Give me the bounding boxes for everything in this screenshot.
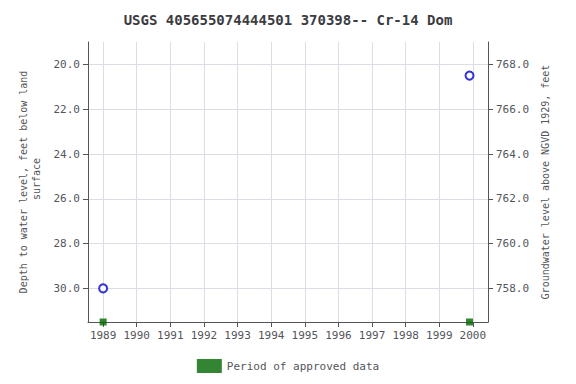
svg-text:760.0: 760.0 xyxy=(496,237,529,250)
svg-text:1989: 1989 xyxy=(90,329,117,342)
svg-text:30.0: 30.0 xyxy=(54,282,81,295)
svg-text:1997: 1997 xyxy=(359,329,386,342)
svg-text:764.0: 764.0 xyxy=(496,148,529,161)
svg-text:768.0: 768.0 xyxy=(496,58,529,71)
svg-text:758.0: 758.0 xyxy=(496,282,529,295)
svg-text:1996: 1996 xyxy=(325,329,352,342)
svg-text:1991: 1991 xyxy=(157,329,184,342)
svg-text:28.0: 28.0 xyxy=(54,237,81,250)
svg-text:766.0: 766.0 xyxy=(496,103,529,116)
svg-text:26.0: 26.0 xyxy=(54,192,81,205)
svg-text:20.0: 20.0 xyxy=(54,58,81,71)
svg-text:1993: 1993 xyxy=(224,329,251,342)
svg-text:1990: 1990 xyxy=(123,329,150,342)
svg-text:1999: 1999 xyxy=(426,329,453,342)
svg-text:Groundwater level above NGVD 1: Groundwater level above NGVD 1929, feet xyxy=(540,65,551,300)
svg-text:Depth to water level, feet bel: Depth to water level, feet below land xyxy=(18,71,29,294)
svg-text:1998: 1998 xyxy=(392,329,419,342)
svg-text:USGS 405655074444501 370398--: USGS 405655074444501 370398-- Cr-14 Dom xyxy=(124,12,453,28)
svg-text:1992: 1992 xyxy=(191,329,218,342)
svg-text:22.0: 22.0 xyxy=(54,103,81,116)
svg-text:Period of approved data: Period of approved data xyxy=(227,360,379,373)
svg-text:1995: 1995 xyxy=(292,329,319,342)
svg-text:762.0: 762.0 xyxy=(496,192,529,205)
svg-text:24.0: 24.0 xyxy=(54,148,81,161)
svg-text:1994: 1994 xyxy=(258,329,285,342)
svg-text:2000: 2000 xyxy=(460,329,487,342)
svg-text:surface: surface xyxy=(31,158,42,206)
